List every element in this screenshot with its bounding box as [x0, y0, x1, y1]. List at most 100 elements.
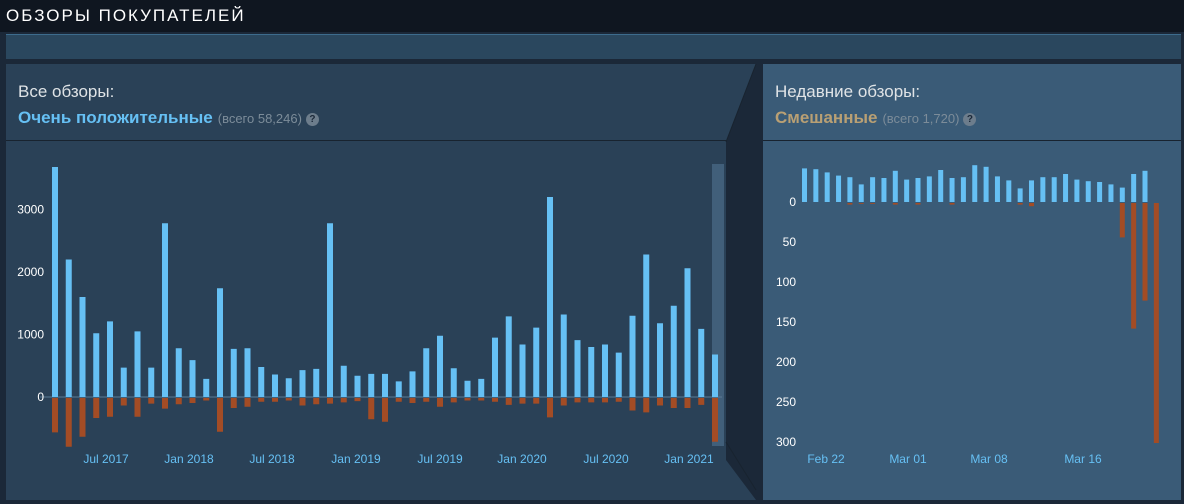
positive-bar — [1051, 177, 1057, 202]
negative-bar — [602, 398, 608, 403]
positive-bar — [813, 169, 819, 202]
recent-reviews-score[interactable]: Смешанные — [775, 108, 878, 127]
all-reviews-label: Все обзоры: — [18, 82, 115, 101]
positive-bar — [285, 378, 292, 397]
x-tick-label: Mar 08 — [970, 452, 1008, 466]
y-tick-label: 3000 — [17, 203, 44, 217]
positive-bar — [1063, 174, 1069, 202]
negative-bar — [547, 398, 553, 418]
x-tick-label: Jan 2019 — [331, 452, 381, 466]
positive-bar — [519, 344, 526, 397]
negative-bar — [285, 398, 292, 401]
all-reviews-summary[interactable]: Очень положительные (всего 58,246)? — [18, 108, 319, 128]
positive-bar — [712, 354, 718, 397]
negative-bar — [670, 398, 677, 408]
y-tick-label: 50 — [783, 235, 797, 249]
x-tick-label: Jul 2017 — [83, 452, 129, 466]
negative-bar — [395, 398, 402, 402]
positive-bar — [217, 288, 223, 397]
negative-bar — [588, 398, 595, 403]
negative-bar — [1017, 203, 1023, 205]
negative-bar — [519, 398, 526, 404]
positive-bar — [533, 327, 540, 397]
positive-bar — [299, 370, 306, 397]
question-icon[interactable]: ? — [963, 113, 977, 126]
positive-bar — [547, 197, 553, 397]
negative-bar — [698, 398, 705, 405]
negative-bar — [437, 398, 443, 407]
negative-bar — [1153, 203, 1159, 443]
negative-bar — [93, 398, 100, 418]
positive-bar — [983, 166, 989, 202]
recent-reviews-count: (всего 1,720) — [882, 111, 960, 126]
positive-bar — [960, 177, 966, 202]
y-tick-label: 250 — [776, 395, 796, 409]
negative-bar — [949, 203, 955, 205]
negative-bar — [505, 398, 512, 405]
negative-bar — [79, 398, 86, 437]
negative-bar — [230, 398, 237, 408]
positive-bar — [52, 167, 58, 397]
positive-bar — [382, 373, 388, 397]
positive-bar — [423, 348, 430, 397]
zoom-connector-edge — [725, 441, 757, 491]
negative-bar — [203, 398, 210, 401]
positive-bar — [134, 331, 141, 397]
positive-bar — [505, 316, 512, 397]
positive-bar — [698, 328, 705, 397]
negative-bar — [574, 398, 581, 403]
positive-bar — [354, 375, 361, 397]
negative-bar — [175, 398, 182, 405]
positive-bar — [368, 373, 375, 397]
positive-bar — [1142, 170, 1148, 202]
negative-bar — [915, 203, 921, 205]
negative-bar — [354, 398, 361, 402]
y-tick-label: 100 — [776, 275, 796, 289]
recent-reviews-summary[interactable]: Смешанные (всего 1,720)? — [775, 108, 977, 128]
positive-bar — [1074, 179, 1080, 202]
positive-bar — [93, 333, 100, 397]
negative-bar — [52, 398, 58, 433]
negative-bar — [382, 398, 388, 422]
filter-bar[interactable] — [6, 34, 1181, 59]
positive-bar — [643, 254, 650, 397]
positive-bar — [437, 335, 443, 397]
all-reviews-score[interactable]: Очень положительные — [18, 108, 213, 127]
positive-bar — [395, 381, 402, 397]
negative-bar — [464, 398, 471, 401]
positive-bar — [602, 344, 608, 397]
positive-bar — [244, 348, 251, 397]
positive-bar — [824, 172, 830, 202]
negative-bar — [858, 203, 864, 204]
panel-divider — [6, 140, 756, 141]
positive-bar — [892, 170, 898, 202]
positive-bar — [1108, 184, 1114, 202]
positive-bar — [313, 368, 320, 397]
negative-bar — [643, 398, 650, 413]
all-reviews-panel: Все обзоры: Очень положительные (всего 58… — [6, 64, 756, 500]
positive-bar — [858, 184, 864, 202]
positive-bar — [65, 259, 72, 397]
positive-bar — [972, 165, 978, 202]
negative-bar — [629, 398, 636, 411]
negative-bar — [409, 398, 416, 403]
negative-bar — [450, 398, 457, 403]
negative-bar — [340, 398, 347, 403]
y-tick-label: 2000 — [17, 265, 44, 279]
negative-bar — [368, 398, 375, 420]
positive-bar — [203, 378, 210, 397]
positive-bar — [120, 367, 127, 397]
negative-bar — [120, 398, 127, 406]
negative-bar — [1131, 203, 1137, 329]
y-tick-label: 0 — [37, 390, 44, 404]
negative-bar — [313, 398, 320, 405]
positive-bar — [870, 177, 876, 202]
negative-bar — [217, 398, 223, 432]
question-icon[interactable]: ? — [305, 113, 319, 126]
negative-bar — [847, 203, 853, 205]
y-tick-label: 0 — [789, 195, 796, 209]
negative-bar — [189, 398, 196, 403]
positive-bar — [1006, 180, 1012, 202]
x-tick-label: Jan 2018 — [164, 452, 214, 466]
positive-bar — [629, 315, 636, 397]
